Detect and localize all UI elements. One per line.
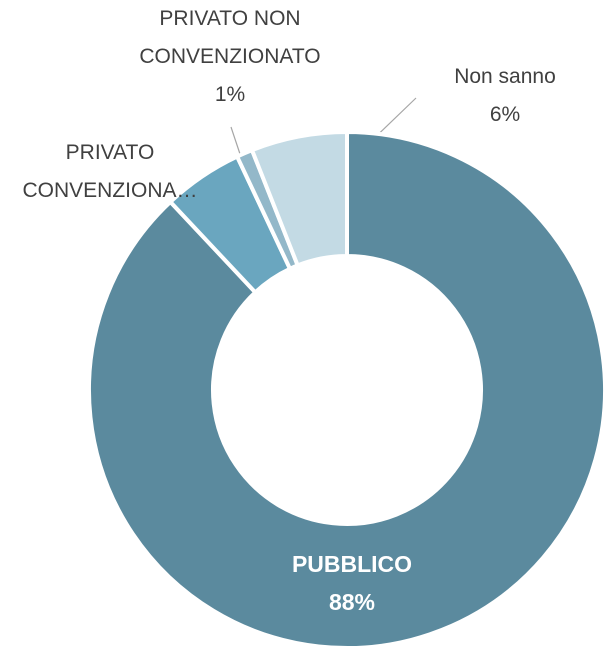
category-label: PUBBLICO (291, 551, 413, 577)
value-label: 88% (328, 589, 376, 615)
value-label: 1% (214, 83, 246, 106)
donut-slice (87, 129, 606, 650)
category-label: PRIVATO CONVENZIONA… (22, 141, 198, 202)
category-label: Non sanno (454, 65, 556, 88)
category-label: PRIVATO NON CONVENZIONATO (139, 7, 321, 68)
value-label: 6% (489, 103, 521, 126)
leader-line (230, 126, 242, 158)
donut-slice (249, 129, 349, 269)
